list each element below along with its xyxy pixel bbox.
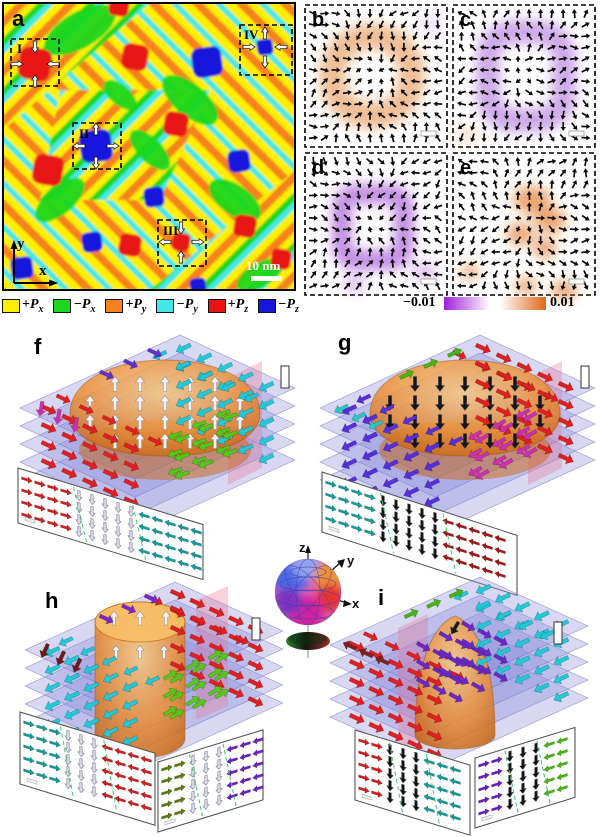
panel-i-label: i <box>378 585 385 610</box>
panel-b-label: b <box>312 9 325 31</box>
colorbar-min-label: −0.01 <box>403 295 436 310</box>
scale-tick <box>580 365 590 389</box>
region-box-1 <box>10 38 60 88</box>
legend-label: +Px <box>22 297 44 315</box>
legend-swatch <box>156 298 175 313</box>
region-label-4: IV <box>244 27 259 42</box>
sphere-axis-y: y <box>347 553 355 568</box>
panel-e-label: e <box>460 157 472 179</box>
panel-h-3d <box>19 581 284 833</box>
legend-swatch <box>53 298 72 313</box>
cross-section-panel <box>19 711 156 826</box>
cross-section-panel <box>157 729 264 833</box>
mini-scalebar <box>420 278 437 285</box>
legend-label: +Py <box>125 297 147 315</box>
legend-label: −Py <box>176 297 198 315</box>
panel-a-label: a <box>12 6 25 31</box>
cross-section-panel <box>474 726 576 829</box>
panel-d-vector-field <box>304 152 448 296</box>
legend-item-6: −Pz <box>258 297 299 315</box>
panel-c-label: c <box>460 9 472 31</box>
shade-blobs <box>461 186 577 299</box>
arrow-grid <box>308 156 443 291</box>
panel-h-label: h <box>45 588 59 613</box>
domain-map-art <box>3 3 295 290</box>
region-box-3 <box>157 219 207 267</box>
panel-f-label: f <box>34 334 42 359</box>
region-label-2: II <box>79 126 90 141</box>
legend-swatch <box>105 298 124 313</box>
panel-d-label: d <box>312 157 325 179</box>
panel-e-vector-field <box>452 152 596 299</box>
panel-c-vector-field <box>452 4 596 148</box>
legend-item-3: +Py <box>105 297 146 315</box>
shade-blobs <box>319 14 446 129</box>
scale-tick <box>280 365 290 389</box>
mini-scalebar <box>568 278 585 285</box>
axis-y-label: y <box>17 236 25 252</box>
shade-blobs <box>332 184 437 293</box>
plane-arrows <box>39 588 264 765</box>
legend-label: −Px <box>73 297 96 315</box>
panel-f-3d <box>17 334 296 581</box>
sphere-axis-z: z <box>299 540 306 555</box>
legend-swatch <box>2 298 20 313</box>
colorbar-max-label: 0.01 <box>550 295 575 310</box>
sphere-axis-x: x <box>352 596 360 611</box>
plane-arrows <box>342 583 570 760</box>
arrow-grid <box>457 157 591 291</box>
mini-scalebar <box>568 130 585 137</box>
panel-g-label: g <box>338 330 352 355</box>
cross-section-panel <box>321 471 518 597</box>
region-label-3: III <box>163 223 179 238</box>
legend-swatch <box>207 298 226 313</box>
legend-item-1: +Px <box>2 297 44 315</box>
region-box-4 <box>239 24 293 76</box>
panel-i-3d <box>329 576 589 836</box>
legend-item-2: −Px <box>53 297 95 315</box>
legend-item-5: +Pz <box>207 297 249 315</box>
core-arrows <box>109 610 171 659</box>
arrow-grid <box>308 8 443 143</box>
core-dome <box>369 359 561 480</box>
cross-section-panel <box>17 467 204 581</box>
panel-g-3d <box>319 334 596 597</box>
legend-item-4: −Py <box>156 297 198 315</box>
core-tube <box>94 601 186 759</box>
legend-label: +Pz <box>227 297 249 315</box>
panel-a-axes <box>10 240 58 287</box>
scalebar-bar <box>251 276 282 281</box>
axis-x-label: x <box>39 263 47 279</box>
panel-a-domain-map <box>2 2 296 291</box>
legend-swatch <box>258 298 276 313</box>
sphere-surface <box>275 559 341 625</box>
arrow-grid <box>457 9 591 143</box>
core-dome <box>69 359 261 480</box>
cross-section-panel <box>354 729 471 836</box>
mini-scalebar <box>420 130 437 137</box>
panel-b-vector-field <box>304 4 448 148</box>
polarization-legend: +Px −Px +Py −Py +Pz −Pz <box>2 297 299 315</box>
region-box-2 <box>72 122 122 170</box>
scale-tick <box>251 617 261 641</box>
colorbar-gradient <box>444 297 546 310</box>
scalebar-label: 10 nm <box>246 258 281 273</box>
region-label-1: I <box>17 41 23 56</box>
scale-tick <box>553 621 563 645</box>
legend-label: −Pz <box>278 297 299 315</box>
